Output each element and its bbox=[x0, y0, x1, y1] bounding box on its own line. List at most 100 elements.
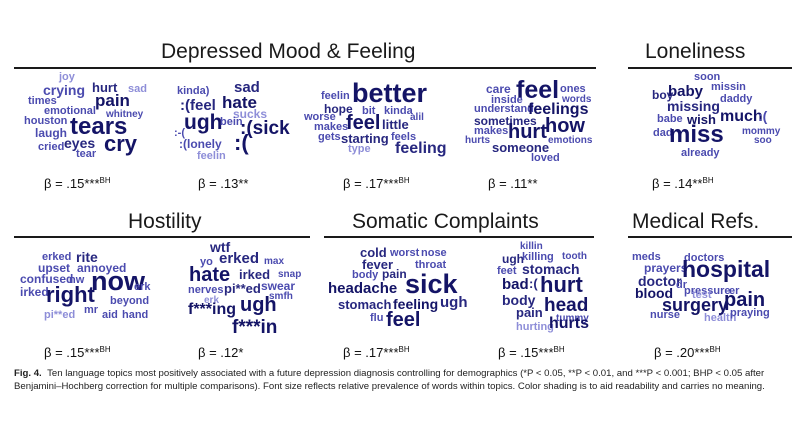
cloud-word: already bbox=[681, 147, 720, 159]
cloud-word: surgery bbox=[662, 295, 729, 315]
cloud-word: rite bbox=[76, 249, 98, 265]
cloud-word: dad bbox=[653, 127, 673, 139]
cloud-word: beyond bbox=[110, 295, 150, 307]
cloud-word: eyes bbox=[64, 135, 96, 151]
cloud-word: ugh bbox=[440, 294, 468, 311]
cloud-word: pain bbox=[95, 91, 130, 110]
cloud-word: hand bbox=[122, 309, 149, 321]
cloud-word: ugh bbox=[502, 252, 524, 266]
cloud-word: kinda bbox=[384, 105, 413, 117]
cloud-word: houston bbox=[24, 115, 68, 127]
word-cloud-8: cold worst nose fever throat body pain h… bbox=[324, 246, 474, 334]
rule-hostility bbox=[14, 236, 310, 238]
cloud-word: care bbox=[486, 82, 511, 96]
cloud-word: sad bbox=[128, 83, 147, 95]
cloud-word: head bbox=[544, 295, 589, 316]
cloud-word: erked bbox=[42, 251, 72, 263]
cloud-word: nerves bbox=[188, 284, 224, 296]
beta-value-6: β = .15***BH bbox=[44, 345, 111, 360]
cloud-word: annoyed bbox=[77, 261, 127, 275]
cloud-word: inside bbox=[491, 94, 523, 106]
cloud-word: fever bbox=[362, 257, 394, 272]
cloud-word: tooth bbox=[562, 251, 587, 262]
word-cloud-6: erked rite upset annoyed confused nw now… bbox=[14, 248, 164, 330]
cloud-word: upset bbox=[38, 261, 71, 275]
cloud-word: prayers bbox=[644, 261, 688, 275]
cloud-word: worse bbox=[304, 111, 336, 123]
cloud-word: pain bbox=[382, 267, 407, 281]
cloud-word: tears bbox=[70, 113, 128, 140]
cloud-word: headache bbox=[328, 280, 398, 297]
cloud-word: feels bbox=[391, 131, 417, 143]
cloud-word: hurt bbox=[508, 121, 547, 143]
cloud-word: hurting bbox=[516, 321, 554, 333]
cloud-word: sad bbox=[234, 79, 260, 96]
cloud-word: gets bbox=[318, 131, 341, 143]
cloud-word: ugh bbox=[240, 294, 277, 316]
cloud-word: ugh bbox=[184, 111, 223, 134]
beta-value-5: β = .14**BH bbox=[652, 176, 714, 191]
cloud-word: pressure bbox=[684, 285, 731, 297]
rule-medical bbox=[628, 236, 792, 238]
cloud-word: laugh bbox=[35, 126, 67, 140]
cloud-word: erk bbox=[204, 295, 220, 306]
caption-label: Fig. 4. bbox=[14, 368, 42, 379]
cloud-word: killing bbox=[522, 251, 554, 263]
cloud-word: alil bbox=[410, 112, 424, 123]
cloud-word: feelings bbox=[528, 101, 589, 118]
cloud-word: crying bbox=[43, 82, 86, 98]
cloud-word: mr bbox=[84, 304, 99, 316]
cloud-word: :( bbox=[758, 108, 768, 124]
cloud-word: feel bbox=[386, 309, 421, 331]
cloud-word: nw bbox=[69, 274, 85, 286]
section-title-medical: Medical Refs. bbox=[632, 210, 760, 233]
cloud-word: hate bbox=[189, 264, 231, 286]
cloud-word: :-( bbox=[174, 127, 185, 139]
caption-text: Ten language topics most positively asso… bbox=[14, 368, 765, 392]
cloud-word: hurts bbox=[549, 315, 589, 332]
cloud-word: hospital bbox=[682, 256, 771, 282]
cloud-word: throat bbox=[415, 259, 447, 271]
cloud-word: erked bbox=[219, 250, 260, 267]
cloud-word: doctor bbox=[638, 273, 682, 289]
cloud-word: yo bbox=[200, 256, 213, 268]
cloud-word: nurse bbox=[650, 309, 680, 321]
cloud-word: cold bbox=[360, 245, 387, 260]
cloud-word: f***ing bbox=[188, 301, 236, 318]
cloud-word: babe bbox=[657, 113, 683, 125]
cloud-word: er bbox=[729, 285, 740, 297]
cloud-word: sometimes bbox=[474, 114, 537, 128]
cloud-word: :( bbox=[234, 130, 249, 155]
cloud-word: sick bbox=[405, 269, 458, 299]
cloud-word: much bbox=[720, 108, 763, 125]
cloud-word: feel bbox=[516, 76, 560, 104]
cloud-word: loved bbox=[531, 152, 560, 164]
cloud-word: someone bbox=[492, 140, 550, 155]
section-title-loneliness: Loneliness bbox=[645, 40, 746, 63]
cloud-word: body bbox=[352, 269, 379, 281]
word-cloud-3: feelin better hope bit kinda worse feel … bbox=[304, 78, 452, 168]
beta-value-1: β = .15***BH bbox=[44, 176, 111, 191]
cloud-word: feelin bbox=[321, 90, 350, 102]
cloud-word: confused bbox=[20, 272, 74, 286]
section-title-somatic: Somatic Complaints bbox=[352, 210, 539, 233]
rule-loneliness bbox=[628, 67, 792, 69]
cloud-word: little bbox=[382, 117, 409, 132]
cloud-word: irked bbox=[20, 285, 49, 299]
cloud-word: hate bbox=[222, 93, 257, 112]
cloud-word: feeling bbox=[393, 296, 439, 312]
word-cloud-10: meds doctors prayers hospital doctor dr … bbox=[632, 250, 792, 332]
word-cloud-9: killin ugh killing tooth feet stomach ba… bbox=[492, 242, 602, 334]
cloud-word: irked bbox=[239, 267, 271, 282]
word-cloud-1: joy crying hurt sad times pain emotional… bbox=[22, 70, 162, 165]
cloud-word: bad bbox=[502, 276, 529, 293]
cloud-word: body bbox=[502, 292, 536, 308]
cloud-word: pain bbox=[724, 289, 766, 311]
cloud-word: praying bbox=[730, 307, 770, 319]
beta-value-10: β = .20***BH bbox=[654, 345, 721, 360]
cloud-word: sucks bbox=[233, 107, 268, 121]
section-title-hostility: Hostility bbox=[128, 210, 202, 233]
cloud-word: daddy bbox=[720, 93, 753, 105]
cloud-word: emotions bbox=[548, 135, 593, 146]
cloud-word: dr bbox=[676, 279, 687, 291]
